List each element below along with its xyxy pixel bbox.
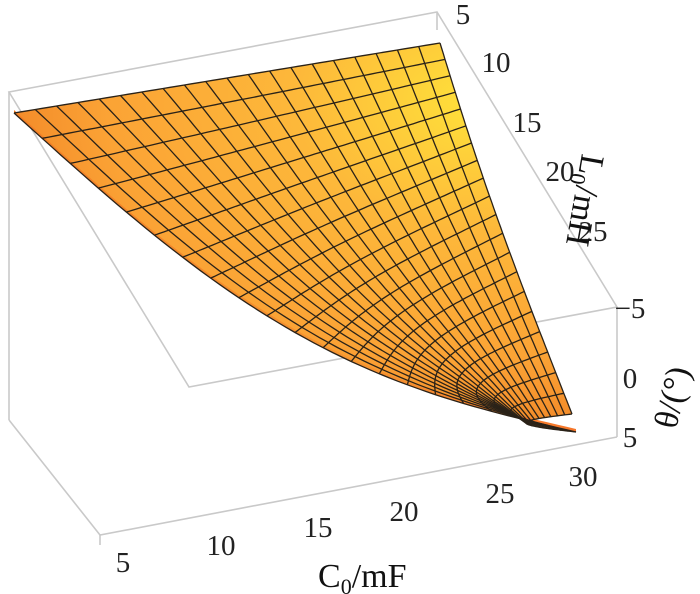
mesh-line-l0 <box>77 102 554 430</box>
mesh-line-l0 <box>311 63 535 420</box>
y-tick-label-4: 25 <box>579 216 608 248</box>
mesh-line-l0 <box>418 46 566 416</box>
x-tick-label-1: 10 <box>207 530 236 562</box>
x-axis-ticks: 5 10 15 20 25 30 <box>116 461 598 579</box>
x-axis-title-unit: /mF <box>352 558 407 594</box>
x-tick-label-4: 25 <box>486 478 515 510</box>
x-axis-title: C0/mF <box>318 558 407 594</box>
x-tick-label-2: 15 <box>304 512 333 544</box>
mesh-line-l0 <box>290 67 532 421</box>
mesh-line-l0 <box>120 95 542 429</box>
mesh-line-l0 <box>162 88 533 427</box>
z-tick-label-2: 5 <box>623 422 638 454</box>
mesh-line-l0 <box>226 77 527 424</box>
mesh-line-l0 <box>98 98 548 430</box>
mesh-line-l0 <box>183 84 530 426</box>
bounding-box-back <box>7 11 619 437</box>
mesh-line-l0 <box>269 70 529 422</box>
mesh-line-l0 <box>354 56 546 418</box>
y-axis-title-sub: 0 <box>565 171 592 186</box>
mesh-line-l0 <box>205 81 528 425</box>
z-axis-title: θ/(°) <box>648 363 698 432</box>
z-axis-ticks: −5 0 5 <box>615 293 646 454</box>
y-tick-label-2: 15 <box>513 107 542 139</box>
mesh-line-l0 <box>375 53 552 418</box>
bounding-box-front <box>8 92 618 545</box>
mesh-line-l0 <box>332 60 540 419</box>
mesh-line-l0 <box>439 42 573 415</box>
mesh-line-l0 <box>396 49 559 417</box>
surface-mesh <box>13 42 577 433</box>
x-tick-label-0: 5 <box>116 547 131 579</box>
z-tick-label-0: −5 <box>615 293 646 325</box>
mesh-line-l0 <box>34 109 569 432</box>
y-tick-label-0: 5 <box>456 0 471 31</box>
y-axis-title: L0/mH <box>554 151 610 249</box>
mesh-line-l0 <box>56 105 561 431</box>
y-tick-label-3: 20 <box>546 156 575 188</box>
mesh-line-l0 <box>247 74 527 423</box>
mesh-line-l0 <box>13 112 577 433</box>
z-tick-label-1: 0 <box>623 363 638 395</box>
x-tick-label-5: 30 <box>569 461 598 493</box>
mesh-line-l0 <box>141 91 537 428</box>
x-axis-title-sub: 0 <box>341 574 352 594</box>
surface <box>13 42 577 433</box>
y-tick-label-1: 10 <box>482 47 511 79</box>
x-tick-label-3: 20 <box>390 496 419 528</box>
surface-fill <box>14 43 576 432</box>
x-axis-title-main: C <box>318 558 341 594</box>
